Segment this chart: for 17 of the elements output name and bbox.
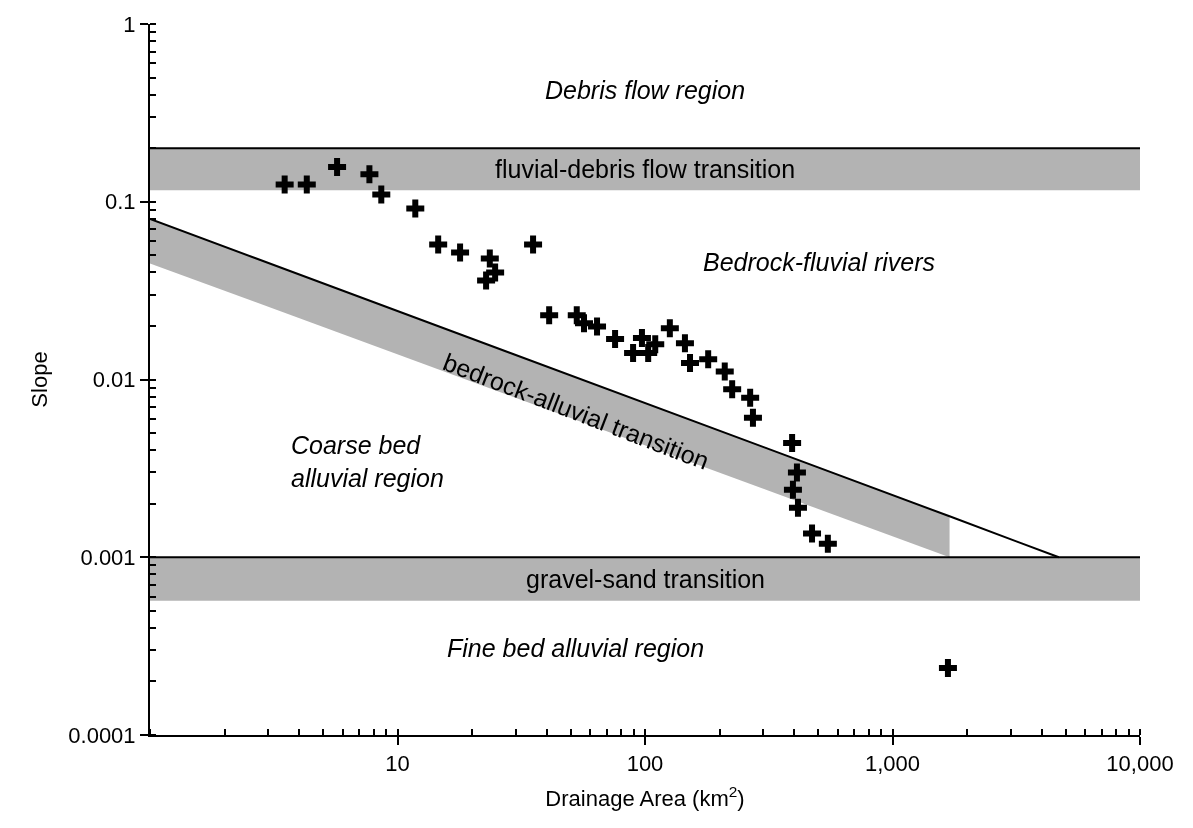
band-label: gravel-sand transition — [526, 565, 766, 593]
annotation: Bedrock-fluvial rivers — [703, 248, 936, 276]
annotation: Fine bed alluvial region — [447, 634, 705, 662]
y-tick-label: 1 — [123, 11, 136, 37]
x-tick-label: 100 — [626, 751, 664, 777]
y-tick-label: 0.0001 — [68, 722, 136, 748]
y-axis-title: Slope — [26, 351, 52, 408]
x-tick-label: 1,000 — [864, 751, 921, 777]
band-label: fluvial-debris flow transition — [495, 155, 796, 183]
x-tick-label: 10 — [385, 751, 410, 777]
y-tick-label: 0.01 — [92, 367, 136, 393]
annotation: Coarse bed alluvial region — [291, 431, 444, 492]
y-tick-label: 0.1 — [105, 189, 136, 215]
x-axis-title: Drainage Area (km$^{2}$) — [545, 782, 745, 811]
y-tick-label: 0.001 — [80, 544, 136, 570]
annotation: Debris flow region — [545, 76, 746, 104]
x-tick-label: 10,000 — [1106, 751, 1174, 777]
